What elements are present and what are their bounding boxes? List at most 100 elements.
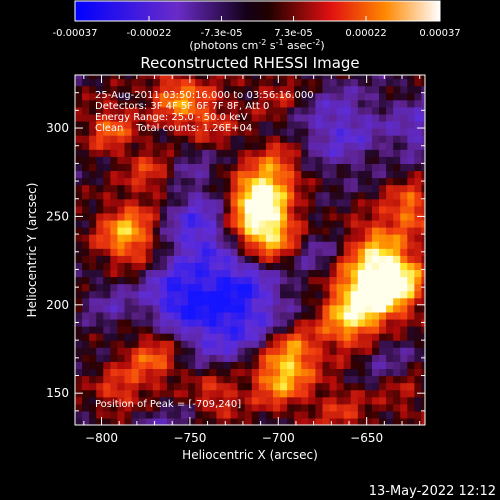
heatmap-cell: [181, 361, 189, 370]
heatmap-cell: [329, 85, 338, 94]
heatmap-cell: [152, 184, 161, 193]
heatmap-cell: [152, 227, 161, 235]
heatmap-cell: [336, 163, 345, 172]
heatmap-cell: [280, 354, 288, 362]
heatmap-cell: [386, 417, 394, 425]
heatmap-cell: [124, 78, 133, 87]
heatmap-cell: [357, 403, 366, 412]
heatmap-cell: [336, 403, 345, 412]
heatmap-cell: [258, 149, 267, 157]
heatmap-cell: [166, 410, 175, 419]
heatmap-cell: [124, 304, 133, 313]
heatmap-cell: [265, 184, 274, 193]
heatmap-cell: [103, 368, 111, 377]
heatmap-cell: [294, 163, 302, 172]
heatmap-cell: [265, 128, 274, 136]
heatmap-cell: [308, 396, 316, 405]
heatmap-cell: [202, 290, 210, 299]
heatmap-cell: [230, 340, 239, 348]
heatmap-cell: [131, 375, 140, 384]
heatmap-cell: [166, 382, 175, 391]
heatmap-cell: [251, 149, 260, 157]
heatmap-cell: [350, 276, 359, 285]
heatmap-cell: [138, 382, 147, 391]
heatmap-cell: [96, 128, 104, 136]
heatmap-cell: [421, 191, 425, 200]
heatmap-cell: [357, 163, 366, 172]
heatmap-cell: [350, 85, 359, 94]
heatmap-cell: [216, 248, 225, 256]
heatmap-cell: [421, 375, 425, 384]
heatmap-cell: [329, 241, 338, 249]
heatmap-cell: [272, 191, 281, 200]
heatmap-cell: [350, 75, 359, 80]
heatmap-cell: [272, 389, 281, 398]
heatmap-cell: [400, 227, 408, 235]
heatmap-cell: [371, 396, 380, 405]
heatmap-cell: [407, 347, 415, 355]
heatmap-cell: [251, 135, 260, 143]
heatmap-cell: [287, 375, 295, 384]
heatmap-cell: [103, 269, 111, 278]
heatmap-cell: [131, 347, 140, 355]
heatmap-cell: [364, 170, 373, 179]
heatmap-cell: [343, 389, 352, 398]
heatmap-cell: [237, 241, 246, 249]
heatmap-cell: [265, 212, 274, 221]
heatmap-cell: [407, 142, 415, 150]
heatmap-cell: [371, 128, 380, 136]
heatmap-cell: [393, 120, 401, 129]
heatmap-cell: [280, 333, 288, 341]
heatmap-cell: [145, 304, 154, 313]
heatmap-cell: [96, 99, 104, 108]
heatmap-cell: [202, 389, 210, 398]
heatmap-cell: [400, 262, 408, 271]
heatmap-cell: [343, 311, 352, 320]
heatmap-cell: [308, 205, 316, 214]
heatmap-cell: [124, 120, 133, 129]
heatmap-cell: [138, 205, 147, 214]
heatmap-cell: [195, 276, 203, 285]
heatmap-cell: [265, 382, 274, 391]
heatmap-cell: [181, 283, 189, 292]
heatmap-cell: [195, 283, 203, 292]
heatmap-cell: [308, 347, 316, 355]
heatmap-cell: [258, 340, 267, 348]
heatmap-cell: [173, 248, 182, 256]
heatmap-cell: [350, 92, 359, 101]
heatmap-cell: [393, 347, 401, 355]
heatmap-cell: [145, 248, 154, 256]
heatmap-cell: [188, 191, 196, 200]
heatmap-cell: [131, 184, 140, 193]
heatmap-cell: [251, 248, 260, 256]
heatmap-cell: [379, 156, 387, 164]
heatmap-cell: [131, 318, 140, 327]
y-tick-label: 200: [46, 298, 69, 312]
heatmap-cell: [364, 304, 373, 313]
heatmap-cell: [188, 361, 196, 370]
heatmap-cell: [265, 318, 274, 327]
heatmap-cell: [173, 135, 182, 143]
heatmap-cell: [322, 99, 331, 108]
heatmap-cell: [407, 99, 415, 108]
heatmap-cell: [216, 417, 225, 425]
heatmap-cell: [96, 333, 104, 341]
heatmap-cell: [96, 382, 104, 391]
heatmap-cell: [407, 135, 415, 143]
heatmap-cell: [308, 113, 316, 122]
heatmap-cell: [223, 184, 232, 193]
heatmap-cell: [294, 283, 302, 292]
heatmap-cell: [110, 75, 119, 80]
heatmap-cell: [336, 361, 345, 370]
heatmap-cell: [195, 368, 203, 377]
heatmap-cell: [407, 205, 415, 214]
heatmap-cell: [103, 92, 111, 101]
heatmap-cell: [82, 120, 90, 129]
heatmap-cell: [287, 318, 295, 327]
heatmap-cell: [188, 128, 196, 136]
heatmap-cell: [223, 99, 232, 108]
heatmap-cell: [110, 106, 119, 115]
heatmap-cell: [364, 241, 373, 249]
heatmap-cell: [336, 78, 345, 87]
heatmap-cell: [96, 219, 104, 228]
